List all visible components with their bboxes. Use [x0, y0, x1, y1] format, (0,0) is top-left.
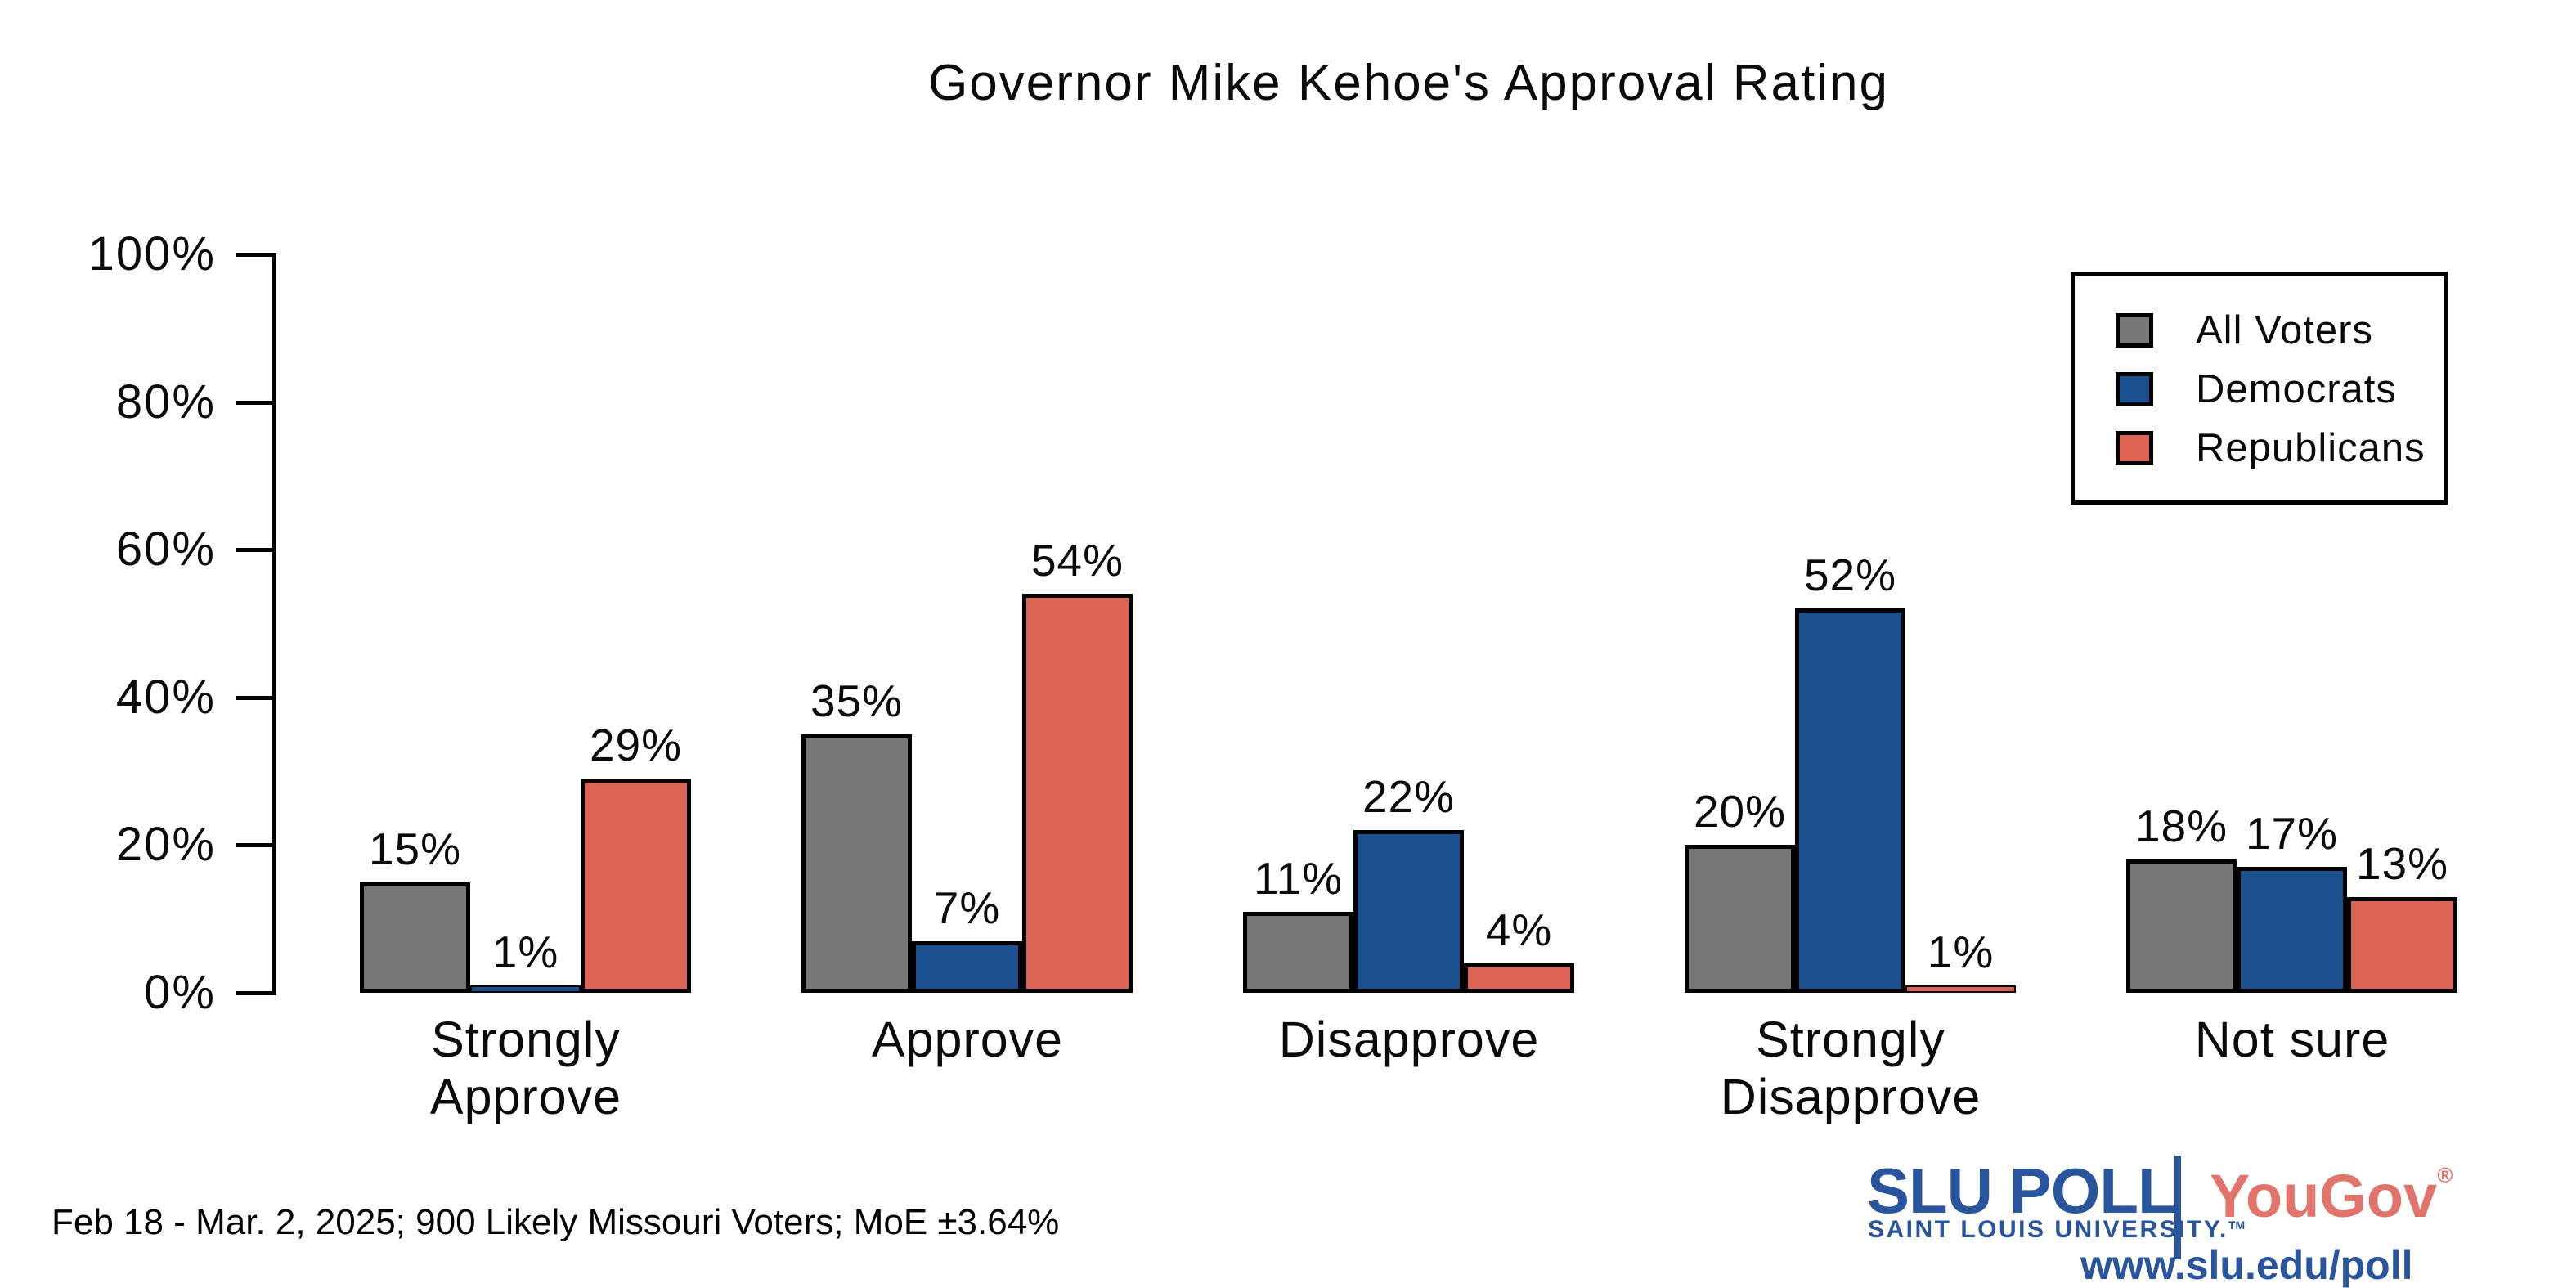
bar-value-label-republicans-disapprove: 4%	[1485, 904, 1553, 955]
bar-value-label-democrats-approve: 7%	[933, 882, 1001, 933]
legend-item-republicans: Republicans	[2116, 426, 2444, 470]
bar-value-label-all-voters-approve: 35%	[810, 675, 904, 726]
legend-swatch-all-voters	[2116, 313, 2153, 348]
bar-democrats-approve	[912, 941, 1022, 993]
legend-item-all-voters: All Voters	[2116, 308, 2444, 352]
legend-label-republicans: Republicans	[2196, 426, 2426, 470]
bar-value-label-all-voters-not-sure: 18%	[2134, 801, 2228, 851]
bar-value-label-republicans-approve: 54%	[1030, 535, 1124, 586]
y-axis-tick	[236, 843, 273, 847]
slu-trademark-symbol: TM	[2228, 1218, 2246, 1232]
y-axis-tick-label: 0%	[144, 966, 216, 1019]
bar-value-label-republicans-not-sure: 13%	[2355, 838, 2449, 889]
bar-republicans-disapprove	[1464, 963, 1574, 993]
slu-poll-logo: SLU POLL	[1867, 1155, 2177, 1227]
bar-all-voters-disapprove	[1243, 912, 1353, 993]
x-axis-category-label-strongly-approve: Strongly Approve	[429, 1012, 622, 1124]
yougov-logo: YouGov®	[2210, 1161, 2453, 1231]
yougov-registered-symbol: ®	[2437, 1163, 2453, 1187]
legend-swatch-democrats	[2116, 372, 2153, 406]
bar-value-label-democrats-strongly-disapprove: 52%	[1803, 550, 1897, 600]
bar-democrats-not-sure	[2237, 867, 2347, 993]
chart-title: Governor Mike Kehoe's Approval Rating	[928, 55, 1889, 111]
bar-all-voters-strongly-disapprove	[1685, 845, 1795, 993]
x-axis-category-label-strongly-disapprove: Strongly Disapprove	[1720, 1012, 1981, 1124]
y-axis-tick-label: 40%	[115, 671, 216, 724]
bar-value-label-democrats-disapprove: 22%	[1362, 771, 1456, 822]
y-axis-tick	[236, 253, 273, 257]
y-axis-tick	[236, 991, 273, 995]
bar-value-label-republicans-strongly-disapprove: 1%	[1927, 927, 1995, 977]
slu-university-label: SAINT LOUIS UNIVERSITY.TM	[1868, 1216, 2245, 1244]
bar-democrats-strongly-approve	[470, 985, 581, 993]
bar-democrats-strongly-disapprove	[1795, 608, 1905, 993]
y-axis-tick	[236, 696, 273, 700]
x-axis-category-label-approve: Approve	[871, 1012, 1064, 1067]
bar-value-label-republicans-strongly-approve: 29%	[589, 720, 683, 770]
bar-value-label-all-voters-strongly-approve: 15%	[368, 824, 462, 874]
bar-republicans-strongly-disapprove	[1905, 985, 2016, 993]
slu-university-text: SAINT LOUIS UNIVERSITY.	[1868, 1216, 2228, 1243]
bar-all-voters-approve	[801, 734, 912, 993]
bar-all-voters-not-sure	[2126, 859, 2237, 993]
bar-republicans-strongly-approve	[581, 779, 691, 993]
y-axis-tick-label: 20%	[115, 818, 216, 871]
bar-value-label-democrats-strongly-approve: 1%	[491, 927, 559, 977]
bar-value-label-democrats-not-sure: 17%	[2245, 808, 2339, 859]
y-axis-tick-label: 100%	[88, 227, 216, 280]
logo-divider	[2174, 1156, 2181, 1259]
y-axis-tick	[236, 401, 273, 405]
bar-republicans-approve	[1022, 594, 1133, 993]
bar-value-label-all-voters-strongly-disapprove: 20%	[1693, 786, 1787, 837]
legend: All Voters Democrats Republicans	[2071, 272, 2448, 505]
source-note: Feb 18 - Mar. 2, 2025; 900 Likely Missou…	[52, 1202, 1060, 1242]
x-axis-category-label-disapprove: Disapprove	[1278, 1012, 1540, 1067]
legend-label-all-voters: All Voters	[2196, 308, 2373, 352]
bar-republicans-not-sure	[2347, 897, 2457, 993]
legend-swatch-republicans	[2116, 431, 2153, 465]
yougov-text: YouGov	[2210, 1162, 2438, 1230]
bar-democrats-disapprove	[1353, 830, 1464, 993]
y-axis-tick-label: 60%	[115, 523, 216, 576]
bar-value-label-all-voters-disapprove: 11%	[1254, 853, 1343, 904]
y-axis-line	[272, 253, 276, 995]
x-axis-category-label-not-sure: Not sure	[2194, 1012, 2390, 1067]
legend-label-democrats: Democrats	[2196, 367, 2397, 411]
y-axis-tick	[236, 548, 273, 552]
y-axis-tick-label: 80%	[115, 375, 216, 429]
legend-item-democrats: Democrats	[2116, 367, 2444, 411]
poll-url: www.slu.edu/poll	[2080, 1242, 2413, 1288]
bar-all-voters-strongly-approve	[360, 882, 470, 993]
